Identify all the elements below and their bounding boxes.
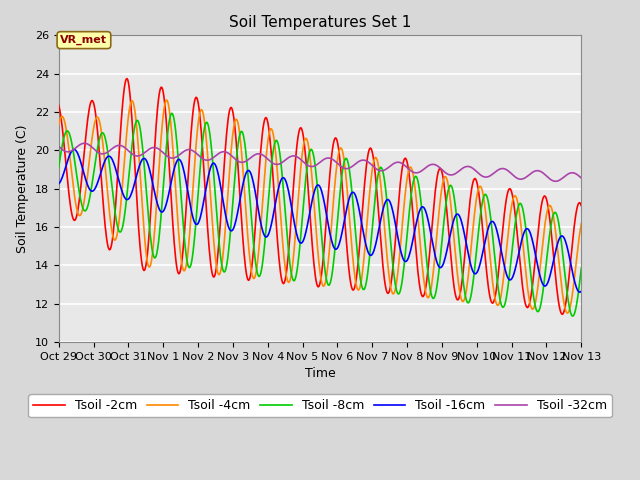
Tsoil -4cm <box>163 97 170 103</box>
Tsoil -2cm <box>55 102 63 108</box>
Line: Tsoil -4cm: Tsoil -4cm <box>59 100 581 313</box>
Tsoil -16cm <box>172 161 180 167</box>
Tsoil -8cm <box>118 227 126 232</box>
Tsoil -32cm <box>399 161 407 167</box>
Tsoil -8cm <box>200 132 207 138</box>
Tsoil -4cm <box>384 264 392 269</box>
Tsoil -16cm <box>55 181 63 187</box>
Legend: Tsoil -2cm, Tsoil -4cm, Tsoil -8cm, Tsoil -16cm, Tsoil -32cm: Tsoil -2cm, Tsoil -4cm, Tsoil -8cm, Tsoi… <box>28 394 612 417</box>
Tsoil -2cm <box>384 290 392 296</box>
Tsoil -32cm <box>55 144 63 149</box>
Tsoil -4cm <box>118 188 126 194</box>
Tsoil -8cm <box>569 313 577 319</box>
Tsoil -32cm <box>64 149 72 155</box>
Tsoil -2cm <box>64 184 72 190</box>
Tsoil -8cm <box>399 270 407 276</box>
Tsoil -32cm <box>384 165 392 171</box>
Tsoil -16cm <box>70 146 78 152</box>
Tsoil -32cm <box>119 144 127 149</box>
Tsoil -2cm <box>399 160 407 166</box>
Text: VR_met: VR_met <box>60 35 108 45</box>
Tsoil -32cm <box>172 155 180 160</box>
Tsoil -2cm <box>172 256 180 262</box>
Tsoil -8cm <box>577 265 585 271</box>
Tsoil -16cm <box>576 289 584 295</box>
Line: Tsoil -8cm: Tsoil -8cm <box>59 113 581 316</box>
Tsoil -16cm <box>64 156 72 162</box>
Tsoil -8cm <box>168 110 176 116</box>
Tsoil -2cm <box>123 76 131 82</box>
Tsoil -4cm <box>564 310 572 316</box>
Line: Tsoil -32cm: Tsoil -32cm <box>59 143 581 181</box>
Tsoil -16cm <box>399 256 407 262</box>
Tsoil -32cm <box>80 140 88 146</box>
Tsoil -4cm <box>577 221 585 227</box>
Tsoil -32cm <box>552 179 560 184</box>
Tsoil -4cm <box>64 140 72 145</box>
Tsoil -16cm <box>200 200 207 206</box>
Tsoil -2cm <box>577 203 585 209</box>
Tsoil -4cm <box>399 212 407 217</box>
Tsoil -4cm <box>200 111 207 117</box>
Tsoil -16cm <box>384 197 392 203</box>
Y-axis label: Soil Temperature (C): Soil Temperature (C) <box>16 124 29 253</box>
Line: Tsoil -2cm: Tsoil -2cm <box>59 79 581 314</box>
Tsoil -16cm <box>577 288 585 294</box>
Tsoil -4cm <box>172 188 180 194</box>
Title: Soil Temperatures Set 1: Soil Temperatures Set 1 <box>229 15 411 30</box>
Tsoil -8cm <box>55 165 63 170</box>
Tsoil -16cm <box>119 190 127 196</box>
Tsoil -32cm <box>577 175 585 181</box>
Tsoil -2cm <box>200 158 207 164</box>
Tsoil -8cm <box>384 209 392 215</box>
Line: Tsoil -16cm: Tsoil -16cm <box>59 149 581 292</box>
Tsoil -2cm <box>118 109 126 115</box>
Tsoil -32cm <box>200 156 207 162</box>
X-axis label: Time: Time <box>305 367 335 380</box>
Tsoil -2cm <box>559 312 566 317</box>
Tsoil -8cm <box>172 129 180 134</box>
Tsoil -4cm <box>55 122 63 128</box>
Tsoil -8cm <box>64 129 72 134</box>
